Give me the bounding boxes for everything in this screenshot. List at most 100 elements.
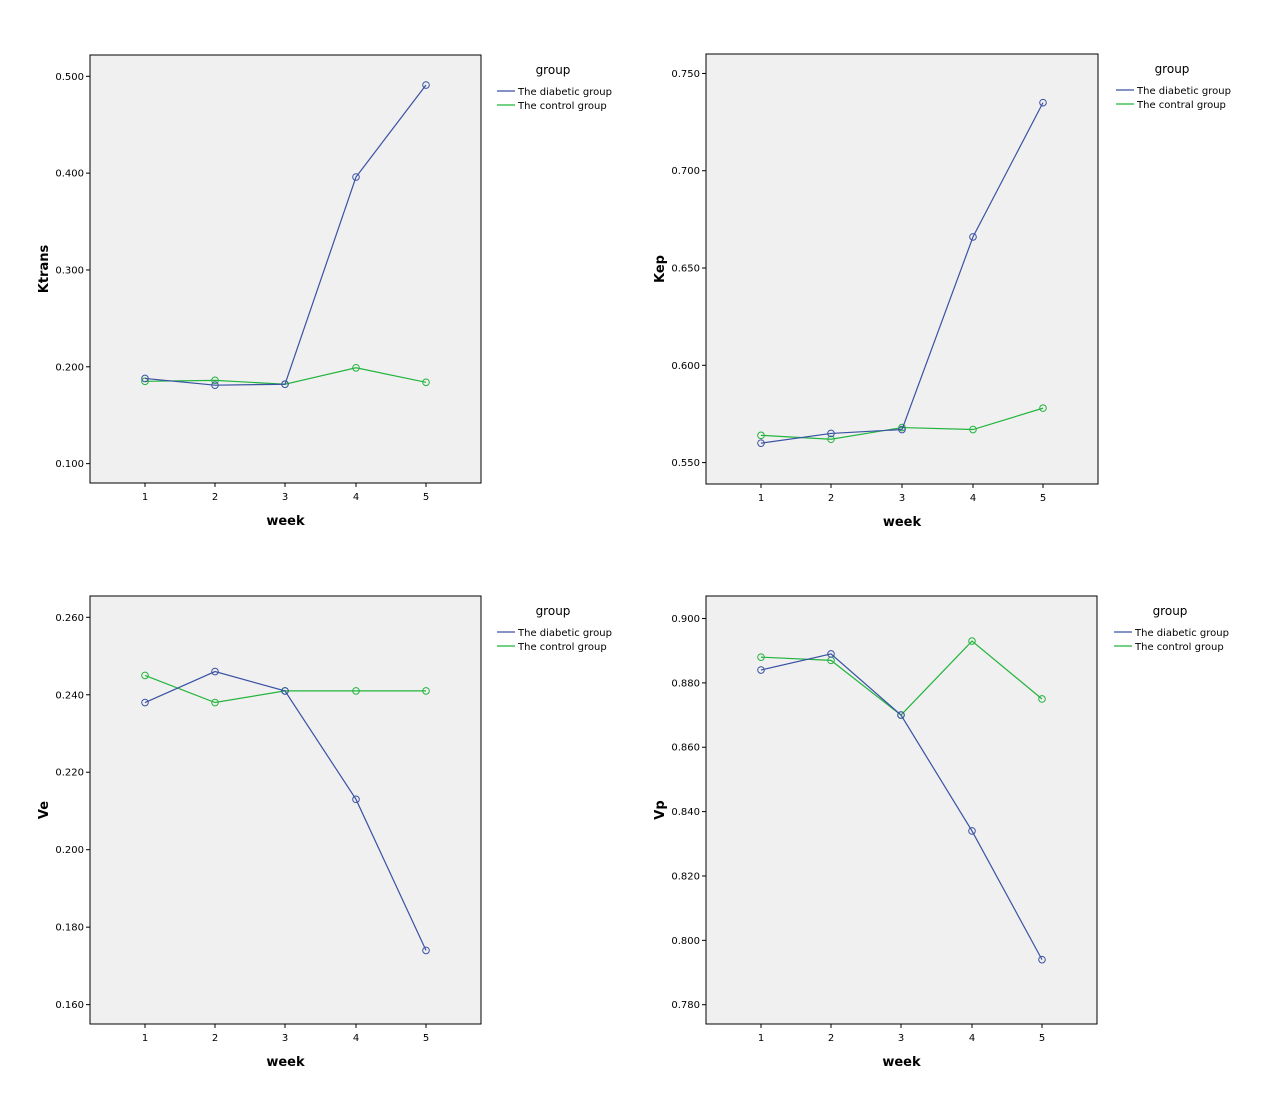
x-tick-label: 3 (899, 493, 905, 504)
data-point-control (969, 425, 977, 434)
x-axis-title: week (883, 515, 922, 530)
legend-title: group (1155, 62, 1190, 76)
y-tick-label: 0.500 (55, 72, 84, 83)
y-tick-label: 0.240 (55, 690, 84, 701)
x-tick-label: 4 (353, 1033, 359, 1044)
x-tick-label: 3 (282, 492, 288, 503)
x-tick-label: 1 (758, 493, 764, 504)
series-line-control (760, 407, 1044, 440)
y-tick-label: 0.600 (671, 361, 700, 372)
legend-label-diabetic: The diabetic group (1134, 628, 1229, 639)
data-point-control (1039, 404, 1047, 412)
y-tick-label: 0.300 (55, 265, 84, 276)
data-point-diabetic (281, 380, 289, 389)
data-point-diabetic (352, 795, 360, 804)
legend: group The diabetic group The control group (497, 63, 612, 112)
y-tick-label: 0.180 (55, 923, 84, 934)
legend-label-control: The contral group (1136, 100, 1226, 111)
x-tick-label: 5 (423, 492, 429, 503)
chart-panel-vp: 0.780 0.800 0.820 0.840 0.860 0.880 0.900 1 2 3 4 5… (653, 595, 1229, 1070)
data-point-diabetic (757, 439, 765, 447)
data-point-diabetic (898, 425, 906, 434)
x-axis-title: week (266, 514, 305, 529)
y-tick-label: 0.160 (55, 1000, 84, 1011)
data-point-diabetic (352, 173, 360, 181)
data-point-control (352, 687, 360, 695)
x-tick-label: 1 (758, 1033, 764, 1044)
x-tick-label: 1 (142, 492, 148, 503)
data-point-diabetic (281, 687, 289, 695)
plot-area (89, 595, 482, 1025)
data-point-diabetic (969, 233, 977, 241)
x-tick-label: 3 (898, 1033, 904, 1044)
data-point-diabetic (141, 698, 149, 707)
y-tick-label: 0.780 (671, 1000, 700, 1011)
y-tick-label: 0.200 (55, 845, 84, 856)
data-point-control (141, 671, 149, 680)
data-point-control (211, 376, 219, 385)
data-point-diabetic (757, 666, 765, 674)
data-point-diabetic (1039, 98, 1047, 107)
legend: group The diabetic group The control group (1114, 604, 1229, 653)
data-point-diabetic (211, 381, 219, 389)
legend-title: group (1153, 604, 1188, 618)
data-point-diabetic (211, 667, 219, 676)
y-tick-label: 0.820 (671, 871, 700, 882)
legend-title: group (536, 604, 571, 618)
x-tick-label: 2 (212, 492, 218, 503)
legend-title: group (536, 63, 571, 77)
legend: group The diabetic group The contral group (1116, 62, 1231, 111)
plot-area (705, 53, 1099, 485)
data-point-diabetic (897, 711, 905, 719)
y-tick-label: 0.800 (671, 936, 700, 947)
data-point-control (827, 435, 835, 444)
data-point-control (1038, 695, 1046, 703)
series-line-diabetic (144, 670, 427, 951)
x-tick-label: 2 (212, 1033, 218, 1044)
y-axis-title: Kep (653, 255, 668, 283)
data-point-control (757, 431, 765, 440)
x-tick-label: 5 (1039, 1033, 1045, 1044)
legend: group The diabetic group The control group (497, 604, 612, 653)
x-tick-label: 4 (353, 492, 359, 503)
data-point-control (968, 637, 976, 645)
x-axis-title: week (266, 1055, 305, 1070)
data-point-diabetic (141, 374, 149, 383)
chart-panel-ve: 0.160 0.180 0.200 0.220 0.240 0.260 1 2 3 4 5 week V… (37, 595, 612, 1070)
data-point-diabetic (1038, 955, 1046, 964)
legend-label-diabetic: The diabetic group (517, 628, 612, 639)
plot-area (89, 54, 482, 484)
y-tick-label: 0.860 (671, 743, 700, 754)
y-tick-label: 0.550 (671, 458, 700, 469)
data-point-diabetic (968, 827, 976, 835)
x-tick-label: 5 (423, 1033, 429, 1044)
y-tick-label: 0.220 (55, 768, 84, 779)
y-tick-label: 0.750 (671, 69, 700, 80)
chart-panel-ktrans: 0.100 0.200 0.300 0.400 0.500 1 2 3 4 5 week Ktrans… (37, 54, 612, 529)
x-tick-label: 2 (828, 493, 834, 504)
y-axis-title: Ktrans (37, 245, 52, 294)
y-axis-title: Vp (653, 800, 668, 819)
y-tick-label: 0.840 (671, 807, 700, 818)
y-tick-label: 0.260 (55, 613, 84, 624)
x-tick-label: 4 (969, 1033, 975, 1044)
x-axis-title: week (882, 1055, 921, 1070)
series-line-diabetic (144, 84, 427, 386)
x-tick-label: 4 (970, 493, 976, 504)
data-point-diabetic (422, 946, 430, 955)
x-tick-label: 1 (142, 1033, 148, 1044)
data-point-control (757, 653, 765, 661)
data-point-control (422, 378, 430, 387)
data-point-diabetic (827, 650, 835, 658)
y-tick-label: 0.400 (55, 169, 84, 180)
legend-label-control: The control group (517, 642, 607, 653)
data-point-diabetic (827, 429, 835, 438)
data-point-control (141, 377, 149, 386)
y-tick-label: 0.880 (671, 678, 700, 689)
x-tick-label: 5 (1040, 493, 1046, 504)
x-tick-label: 2 (828, 1033, 834, 1044)
data-point-control (898, 423, 906, 432)
y-tick-label: 0.200 (55, 362, 84, 373)
y-tick-label: 0.900 (671, 614, 700, 625)
legend-label-diabetic: The diabetic group (517, 87, 612, 98)
